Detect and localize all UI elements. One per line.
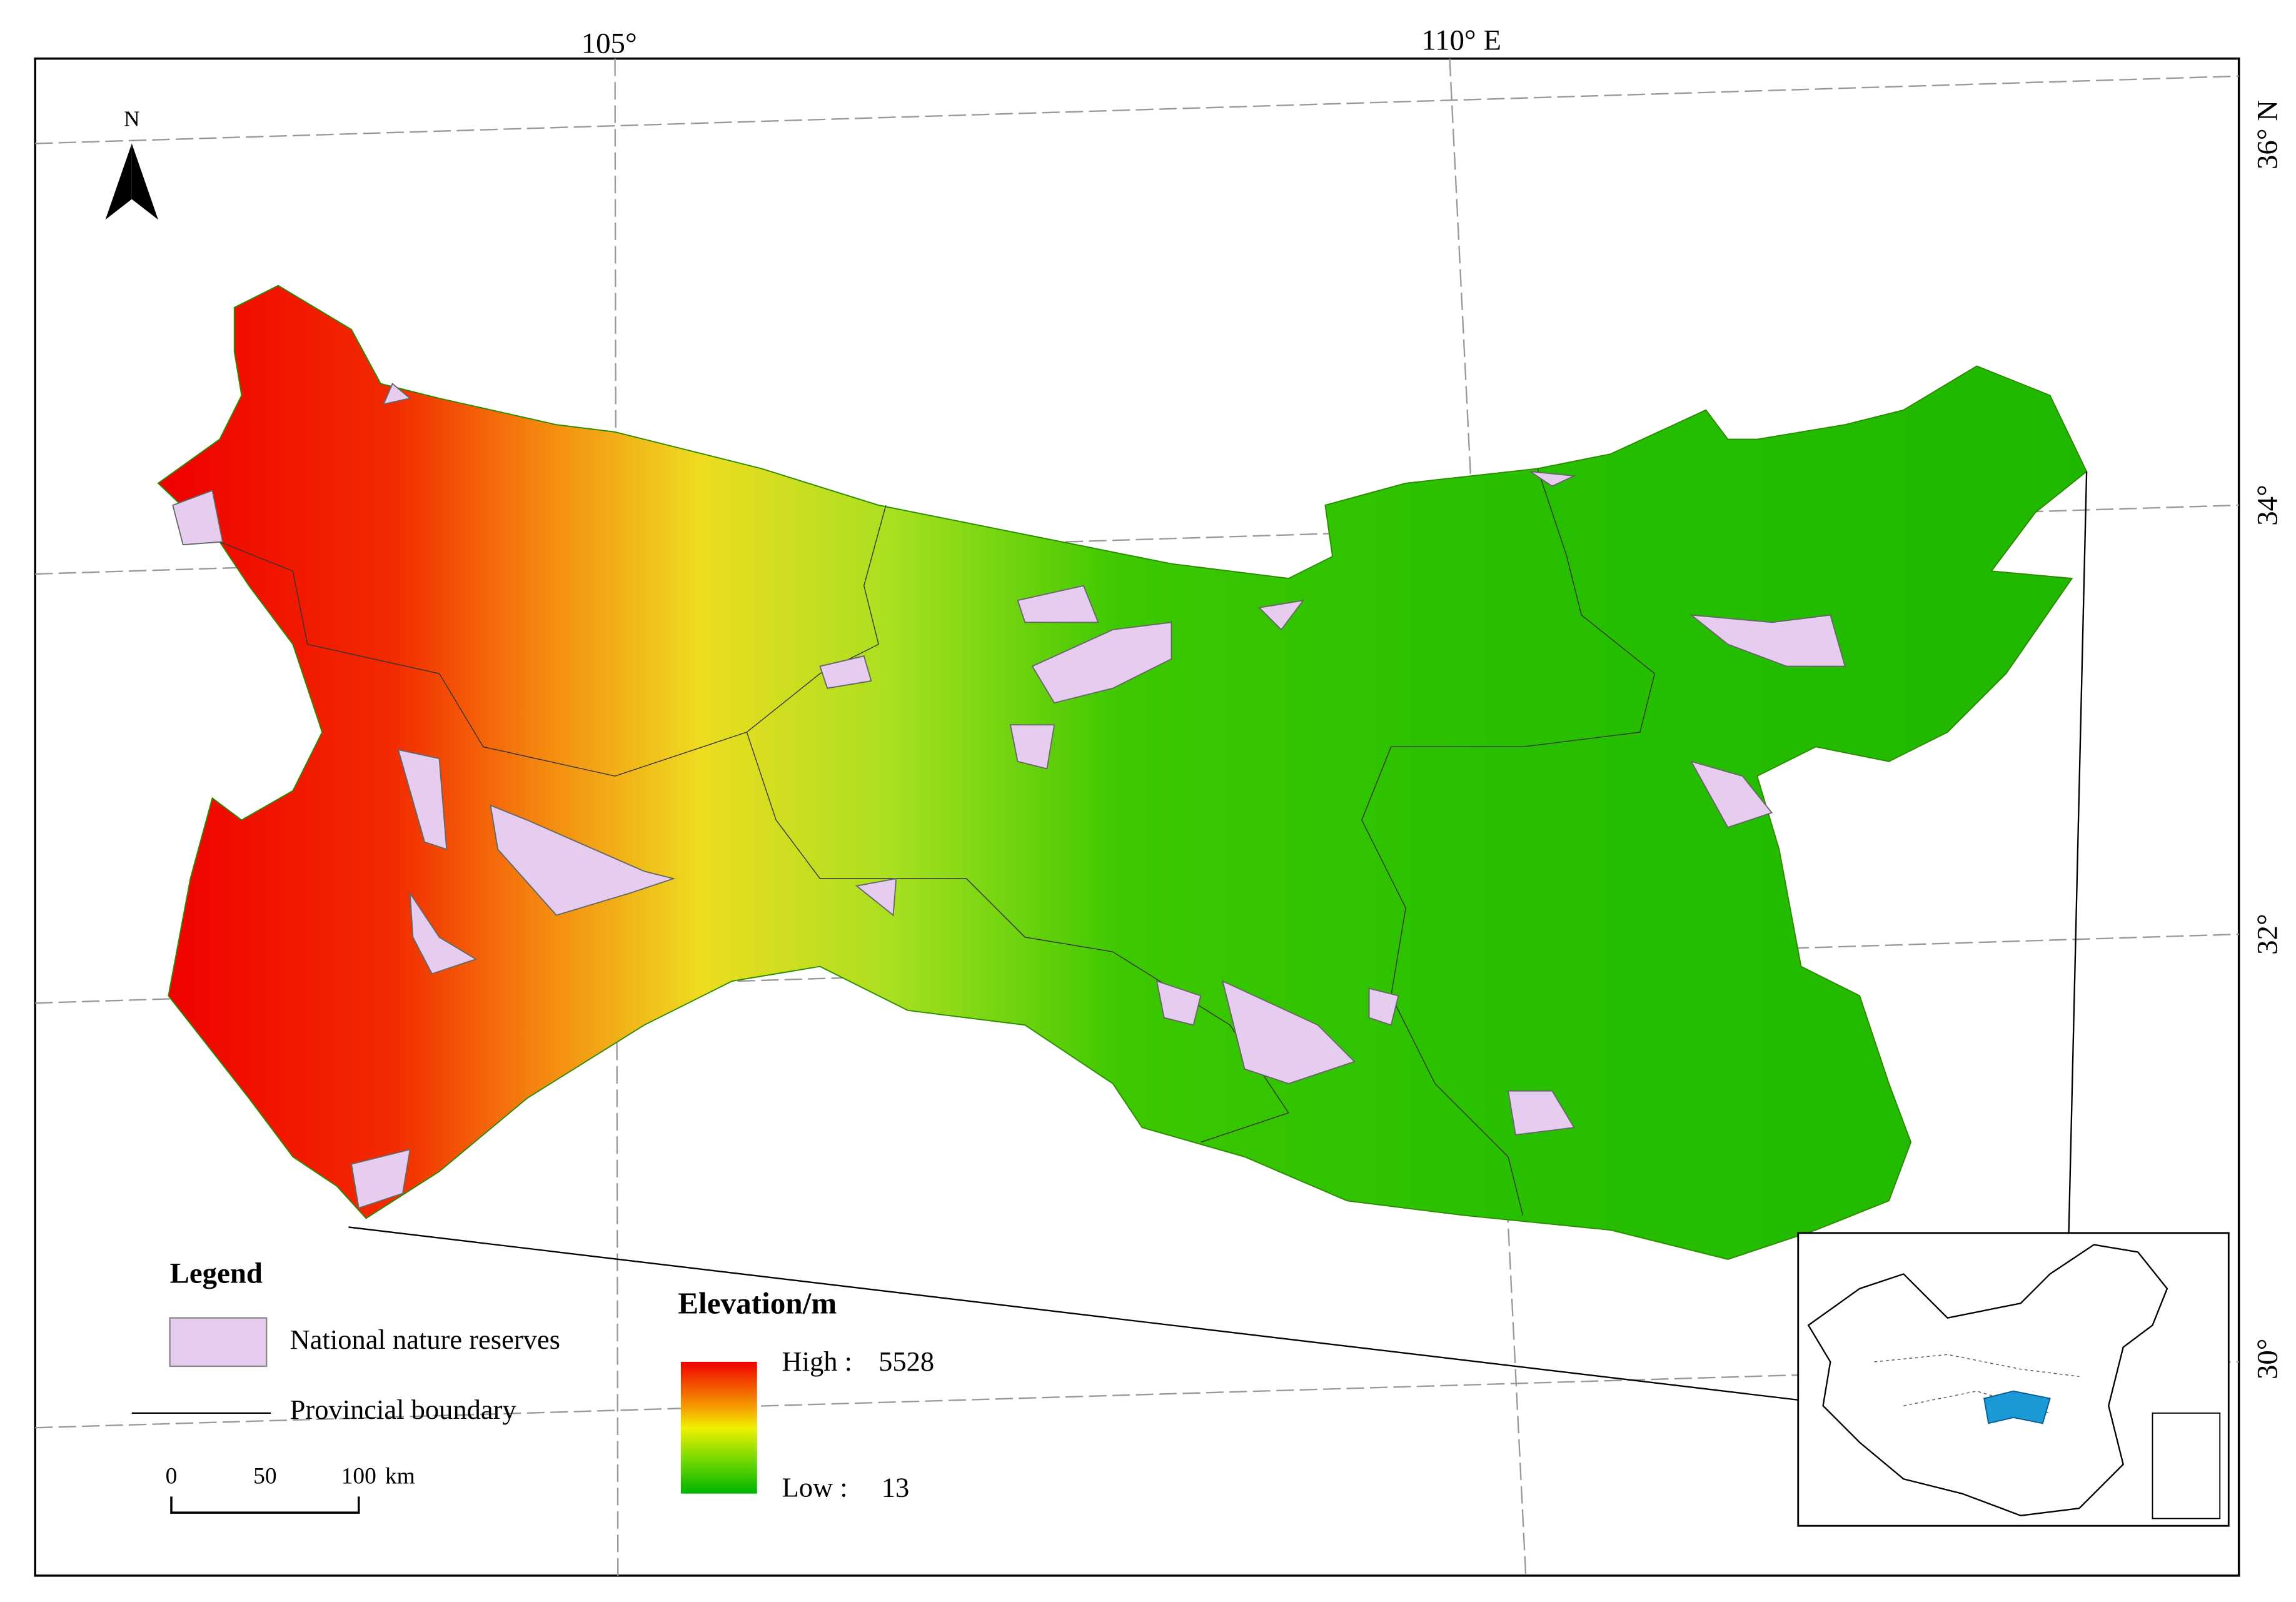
scale-tick: 100 <box>341 1463 376 1489</box>
high-value: 5528 <box>879 1346 934 1377</box>
scale-tick: 0 <box>166 1463 178 1489</box>
elevation-title: Elevation/m <box>678 1286 837 1321</box>
legend-item: Provincial boundary <box>290 1394 517 1425</box>
north-label: N <box>124 106 139 131</box>
legend-title: Legend <box>170 1257 263 1289</box>
scale-bar: 0 50 100 km <box>166 1463 415 1514</box>
lon-label: 105° <box>582 27 637 59</box>
low-label: Low : <box>782 1471 848 1503</box>
lon-label: 110° E <box>1421 24 1501 57</box>
high-label: High : <box>782 1346 852 1377</box>
scale-tick: 50 <box>253 1463 276 1489</box>
elevation-ramp <box>680 1361 757 1494</box>
elevation-legend: Elevation/m High : 5528 Low : 13 <box>678 1286 934 1503</box>
provincial-boundaries <box>219 468 1656 1216</box>
nature-reserves <box>172 383 1846 1209</box>
lat-label: 32° <box>2252 914 2284 955</box>
legend-item: National nature reserves <box>290 1324 560 1355</box>
low-value: 13 <box>882 1471 909 1503</box>
legend: Legend National nature reserves Provinci… <box>131 1257 560 1425</box>
scale-unit: km <box>385 1463 415 1489</box>
inset-map <box>1797 1232 2230 1527</box>
lat-label: 34° <box>2252 485 2284 526</box>
study-area <box>157 285 2088 1260</box>
graticule-labels: 105° 110° E 36° N 34° 32° 30° <box>582 24 2284 1379</box>
lat-label: 30° <box>2252 1338 2284 1379</box>
reserve-swatch <box>169 1317 268 1368</box>
lat-label: 36° N <box>2252 100 2284 169</box>
